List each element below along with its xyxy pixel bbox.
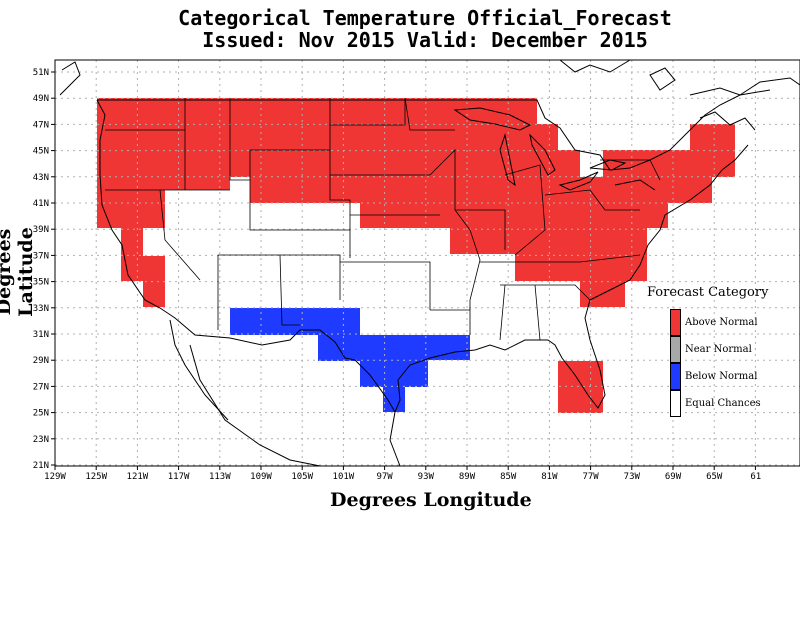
coastlines [59,59,800,467]
lat-tick-label: 27N [33,382,49,392]
lat-tick-label: 45N [33,147,49,157]
legend-swatch-above [670,309,681,336]
legend-swatch-near [670,336,681,363]
lon-tick-label: 113W [209,472,231,482]
legend-label-above: Above Normal [685,317,758,328]
lon-tick-label: 97W [376,472,393,482]
lat-tick-label: 49N [33,94,49,104]
lon-tick-label: 121W [127,472,149,482]
lat-tick-label: 23N [33,435,49,445]
x-axis-label: Degrees Longitude [330,489,532,511]
lat-tick-label: 41N [33,199,49,209]
lat-tick-label: 33N [33,304,49,314]
lon-tick-label: 85W [500,472,517,482]
lat-tick-label: 37N [33,251,49,261]
legend-swatch-below [670,363,681,390]
lat-tick-label: 43N [33,173,49,183]
lat-tick-label: 35N [33,278,49,288]
lat-tick-label: 25N [33,409,49,419]
lon-tick-label: 117W [168,472,190,482]
legend-item-equal-chances: Equal Chances [670,390,761,417]
legend-label-equal: Equal Chances [685,398,761,409]
legend-title: Forecast Category [647,285,769,300]
lat-tick-label: 31N [33,330,49,340]
lon-tick-label: 101W [333,472,355,482]
legend-item-below-normal: Below Normal [670,363,757,390]
grid-lines [55,60,800,466]
lon-tick-label: 81W [541,472,558,482]
lat-tick-label: 39N [33,225,49,235]
lat-tick-label: 51N [33,68,49,78]
lon-tick-label: 109W [250,472,272,482]
map-title-line2: Issued: Nov 2015 Valid: December 2015 [202,28,648,52]
lon-tick-label: 65W [706,472,723,482]
lon-tick-label: 73W [624,472,641,482]
lon-tick-label: 105W [291,472,313,482]
lat-tick-label: 47N [33,120,49,130]
lon-tick-label: 93W [418,472,435,482]
lon-tick-label: 129W [44,472,66,482]
legend-label-below: Below Normal [685,371,758,382]
lat-tick-label: 21N [33,461,49,471]
legend-label-near: Near Normal [685,344,752,355]
lat-tick-label: 29N [33,356,49,366]
map-title-line1: Categorical Temperature Official_Forecas… [178,6,672,30]
state-borders [105,97,661,341]
legend-item-above-normal: Above Normal [670,309,758,336]
great-lakes [453,107,627,191]
lon-tick-label: 77W [582,472,599,482]
lon-tick-label: 89W [459,472,476,482]
map-frame [54,59,800,467]
lon-tick-label: 69W [665,472,682,482]
lon-tick-label: 61 [750,472,761,482]
legend-swatch-equal [670,390,681,417]
lon-tick-label: 125W [85,472,107,482]
legend-item-near-normal: Near Normal [670,336,752,363]
